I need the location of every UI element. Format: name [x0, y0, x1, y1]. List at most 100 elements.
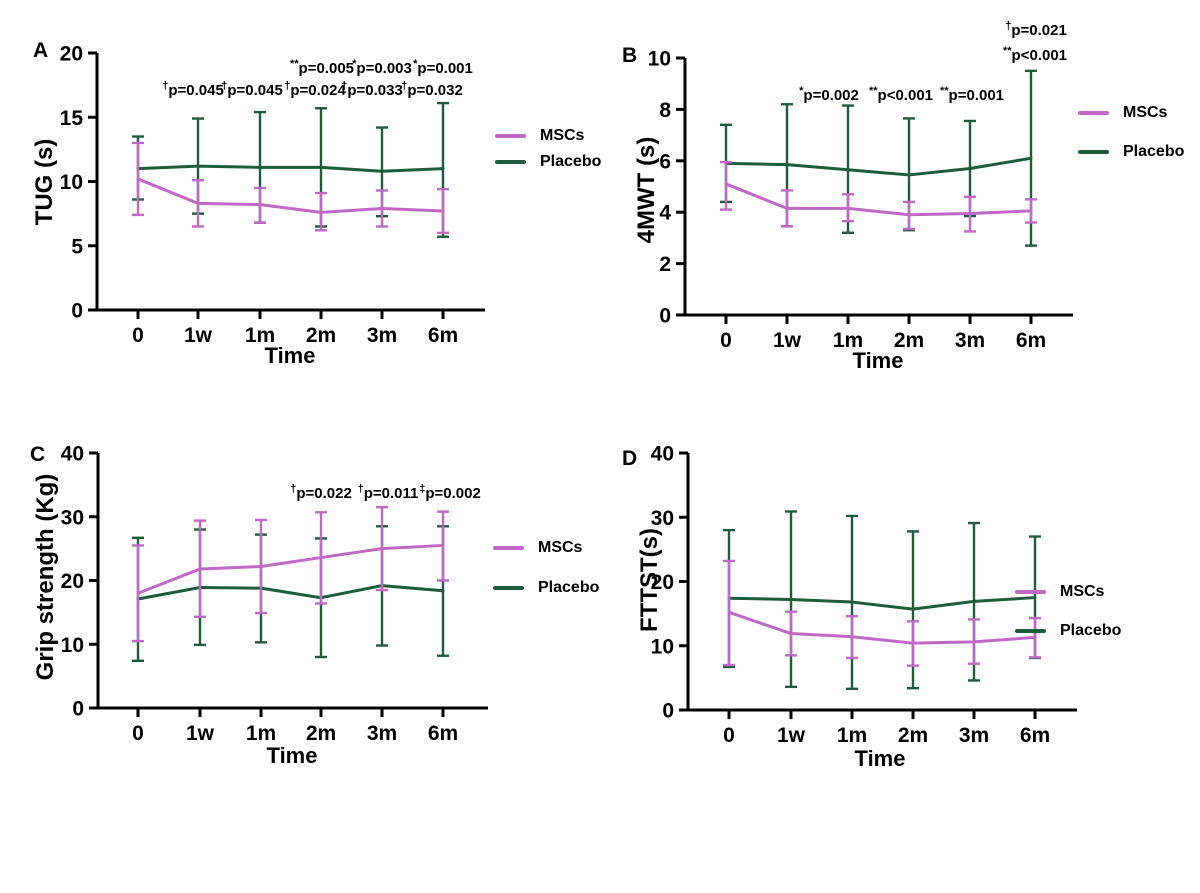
y-tick-label: 4: [659, 202, 671, 225]
annotation-text: p=0.045: [227, 82, 282, 99]
x-tick-label: 3m: [367, 324, 397, 347]
x-tick-label: 3m: [367, 722, 397, 745]
annotation-text: p<0.001: [1012, 47, 1067, 64]
mscs-line-swatch: [493, 546, 524, 550]
y-tick-label: 0: [71, 300, 83, 323]
x-tick-label: 0: [132, 722, 144, 745]
x-tick-label: 2m: [306, 722, 336, 745]
annotation-symbol: **: [869, 85, 878, 97]
panel-letter-b: B: [622, 44, 638, 67]
x-tick-label: 1w: [773, 329, 802, 352]
annotation-symbol: **: [940, 85, 949, 97]
p-value-annotation: **p=0.001: [940, 85, 1004, 104]
panel-a: A TUG (s) 0 5 10 15 20 0 1w 1m 2m 3m 6m **p=0.005 *p…: [0, 0, 601, 420]
annotation-symbol: **: [1003, 45, 1012, 57]
panel-letter-d: D: [622, 447, 638, 470]
annotation-text: p=0.002: [425, 485, 480, 502]
p-value-annotation: **p<0.001: [869, 85, 933, 104]
x-tick-label: 0: [723, 724, 735, 747]
series-line-placebo: [136, 584, 445, 601]
y-tick-label: 0: [72, 698, 84, 721]
annotation-symbol: †: [221, 80, 227, 92]
annotation-text: p=0.021: [1011, 22, 1066, 39]
p-value-annotation: **p<0.001: [1003, 45, 1067, 64]
series-line-mscs: [724, 182, 1033, 217]
annotation-symbol: *: [799, 85, 804, 97]
x-axis-label-d: Time: [854, 746, 906, 771]
y-tick-label: 5: [71, 235, 83, 258]
y-tick-label: 8: [659, 99, 671, 122]
p-value-annotation: *p=0.003: [352, 58, 412, 77]
annotation-symbol: †: [284, 80, 290, 92]
x-tick-label: 2m: [306, 324, 336, 347]
y-tick-label: 40: [651, 443, 674, 466]
x-tick-label: 6m: [1020, 724, 1050, 747]
legend-label: Placebo: [538, 579, 600, 596]
placebo-line-swatch: [1078, 150, 1109, 154]
y-tick-label: 0: [659, 305, 671, 328]
x-tick-label: 2m: [894, 329, 924, 352]
p-value-annotation: **p=0.005: [290, 58, 354, 77]
y-tick-label: 6: [659, 150, 671, 173]
p-value-annotation: ‡p=0.002: [419, 483, 481, 502]
series-line-mscs: [136, 177, 445, 214]
mscs-line-swatch: [1015, 590, 1046, 594]
x-tick-label: 1w: [184, 324, 213, 347]
chart-d-plot: 0 10 20 30 40 0 1w 1m 2m 3m 6m: [651, 443, 1077, 747]
x-tick-label: 1m: [246, 722, 276, 745]
p-value-annotation: †p=0.024: [284, 80, 346, 99]
y-tick-label: 40: [61, 443, 84, 466]
x-tick-label: 0: [720, 329, 732, 352]
annotation-text: p=0.011: [364, 485, 419, 502]
x-tick-label: 0: [132, 324, 144, 347]
p-value-annotation: †p=0.022: [290, 483, 352, 502]
legend-label: Placebo: [1060, 622, 1122, 639]
p-value-annotation: *p=0.001: [413, 58, 473, 77]
legend-item-placebo: Placebo: [1015, 623, 1121, 639]
panel-d: D FTTST(s) 0 10 20 30 40 0 1w 1m 2m 3m 6m Time MSC…: [600, 400, 1200, 820]
y-tick-label: 20: [61, 570, 84, 593]
legend-label: Placebo: [1123, 143, 1185, 160]
y-tick-label: 10: [648, 48, 671, 71]
annotation-symbol: ‡: [419, 483, 425, 495]
x-tick-label: 3m: [959, 724, 989, 747]
x-tick-label: 3m: [955, 329, 985, 352]
legend-label: Placebo: [540, 153, 602, 170]
annotation-symbol: †: [290, 483, 296, 495]
x-axis-label-b: Time: [852, 348, 904, 373]
y-tick-label: 30: [651, 507, 674, 530]
x-tick-label: 6m: [1016, 329, 1046, 352]
placebo-line-swatch: [495, 160, 526, 164]
annotation-text: p=0.001: [417, 60, 472, 77]
annotation-text: p=0.002: [803, 87, 858, 104]
series-line-mscs: [727, 610, 1037, 645]
p-value-annotation: †p=0.011: [358, 483, 419, 502]
x-tick-label: 1m: [837, 724, 867, 747]
y-tick-label: 15: [60, 107, 84, 130]
annotation-symbol: †: [341, 80, 347, 92]
x-tick-label: 2m: [898, 724, 928, 747]
annotation-symbol: †: [1005, 20, 1011, 32]
annotation-text: p=0.022: [296, 485, 351, 502]
placebo-line-swatch: [1015, 629, 1046, 633]
y-tick-label: 10: [651, 635, 674, 658]
y-tick-label: 30: [61, 506, 84, 529]
placebo-line-swatch: [493, 586, 524, 590]
legend-item-placebo: Placebo: [1078, 144, 1184, 160]
y-tick-label: 2: [659, 253, 671, 276]
legend-item-mscs: MSCs: [1078, 105, 1167, 121]
legend-label: MSCs: [1060, 583, 1105, 600]
annotation-text: p<0.001: [878, 87, 933, 104]
x-tick-label: 6m: [428, 722, 458, 745]
mscs-line-swatch: [495, 134, 526, 138]
panel-b: B 4MWT (s) 0 2 4 6 8 10 0 1w 1m 2m 3m 6m *p=0.002 **p…: [600, 0, 1200, 420]
p-value-annotation: †p=0.033: [341, 80, 403, 99]
p-value-annotation: †p=0.021: [1005, 20, 1067, 39]
y-tick-label: 20: [60, 43, 83, 66]
legend-item-placebo: Placebo: [495, 154, 601, 170]
mscs-line-swatch: [1078, 111, 1109, 115]
x-axis-label-a: Time: [264, 343, 316, 368]
x-tick-label: 1m: [833, 329, 863, 352]
